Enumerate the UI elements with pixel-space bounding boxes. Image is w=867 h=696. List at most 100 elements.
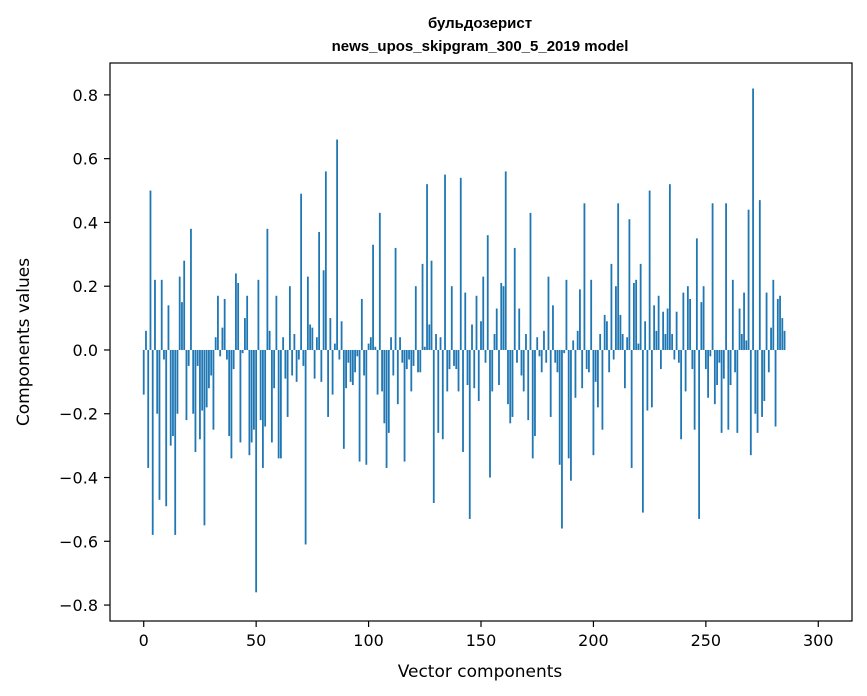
bar-252 [709,349,712,357]
bar-93 [351,349,354,386]
bar-126 [426,184,428,350]
bar-206 [606,321,608,350]
bar-113 [396,349,399,405]
bar-43 [239,349,242,443]
bar-22 [192,349,195,414]
bar-26 [201,349,204,411]
bar-183 [554,349,557,363]
bar-105 [378,212,381,350]
bar-243 [689,298,692,350]
bar-132 [439,337,442,350]
bar-265 [738,308,741,350]
bar-117 [405,349,408,370]
bar-98 [363,349,365,376]
bar-83 [329,318,332,350]
bar-54 [264,349,267,427]
bar-178 [543,330,545,350]
bar-184 [556,349,559,373]
bar-224 [646,349,649,411]
bar-35 [221,327,224,350]
bar-85 [333,343,336,350]
bar-1 [145,330,147,350]
bar-219 [635,279,638,350]
bar-279 [770,327,772,350]
bar-270 [749,349,752,456]
bar-71 [302,349,305,366]
bar-153 [486,235,489,350]
bar-47 [248,349,251,456]
bar-257 [720,349,723,433]
bar-220 [637,343,640,350]
bar-80 [322,270,325,350]
bar-263 [734,349,736,373]
bar-10 [165,349,168,507]
bar-142 [462,349,464,452]
bar-235 [671,334,674,350]
bar-97 [360,298,363,350]
bar-258 [722,349,725,379]
bar-166 [516,349,518,363]
bar-84 [331,349,334,395]
bar-111 [392,349,395,376]
bar-13 [172,349,174,437]
bar-21 [190,228,192,350]
bar-92 [349,349,352,382]
bar-109 [387,349,390,433]
bar-260 [727,349,730,430]
bar-74 [309,324,312,350]
bar-95 [356,349,359,357]
bar-38 [228,349,231,437]
bar-155 [491,349,494,392]
bar-169 [522,349,525,392]
bar-39 [230,349,233,459]
bar-144 [466,349,469,386]
bar-129 [432,349,435,504]
bar-228 [655,330,658,350]
bar-59 [275,295,278,350]
bar-65 [288,286,291,350]
bar-115 [401,349,404,363]
bar-209 [612,349,615,360]
bar-195 [581,349,584,389]
bar-202 [597,349,599,408]
bar-119 [410,349,413,392]
bar-259 [725,203,727,350]
bar-17 [181,302,183,350]
bar-87 [338,349,341,360]
bar-55 [266,228,269,350]
y-tick-label-2: −0.4 [59,469,98,488]
y-tick-label-3: −0.2 [59,405,98,424]
bar-225 [648,190,651,350]
bar-104 [376,349,379,395]
bar-135 [446,349,449,392]
bar-3 [149,190,152,350]
bar-203 [599,334,602,350]
bar-141 [459,177,462,350]
bar-73 [306,276,309,350]
bar-139 [455,349,458,370]
bar-6 [156,349,159,414]
bar-138 [453,349,455,366]
y-axis-ticks: −0.8 −0.6 −0.4 −0.2 0.0 0.2 0.4 0.6 0.8 [59,86,110,615]
chart-title-line2: news_upos_skipgram_300_5_2019 model [332,38,629,55]
bar-191 [572,340,575,350]
bar-145 [468,349,471,519]
bar-86 [336,139,338,350]
bar-15 [176,349,179,414]
bar-160 [502,286,505,350]
bar-44 [241,349,244,354]
bar-60 [277,349,280,459]
bar-240 [682,292,685,350]
bar-14 [174,349,177,535]
bar-215 [626,337,629,350]
bar-198 [588,349,590,373]
bar-23 [194,349,197,452]
bar-179 [545,349,548,363]
bar-272 [754,349,757,414]
bar-46 [246,295,249,350]
bar-48 [250,349,253,443]
bar-172 [529,212,532,350]
bar-211 [617,203,620,350]
bar-167 [518,308,521,350]
